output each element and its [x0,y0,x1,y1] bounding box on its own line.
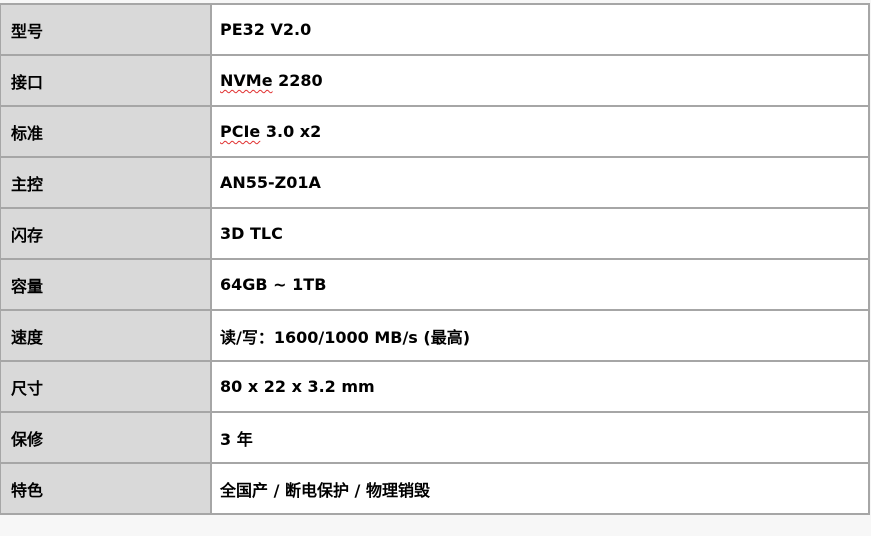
table-row: 特色 全国产 / 断电保护 / 物理销毁 [0,462,870,515]
spec-value: 3 年 [210,411,870,464]
spec-value: PCIe 3.0 x2 [210,105,870,158]
table-row: 速度 读/写：1600/1000 MB/s (最高) [0,309,870,362]
table-row: 尺寸 80 x 22 x 3.2 mm [0,360,870,413]
table-row: 接口 NVMe 2280 [0,54,870,107]
spellcheck-marked-text[interactable]: NVMe [220,71,273,90]
spec-table: 型号 PE32 V2.0 接口 NVMe 2280 标准 PCIe 3.0 x2 主控… [0,3,870,515]
spec-value: PE32 V2.0 [210,3,870,56]
spec-label: 速度 [0,309,212,362]
spec-value: 全国产 / 断电保护 / 物理销毁 [210,462,870,515]
spec-value: NVMe 2280 [210,54,870,107]
spec-label: 闪存 [0,207,212,260]
spec-value: 64GB ~ 1TB [210,258,870,311]
spec-value-rest: 2280 [272,71,323,90]
spec-label: 容量 [0,258,212,311]
spellcheck-marked-text[interactable]: PCIe [220,122,261,141]
table-row: 保修 3 年 [0,411,870,464]
spec-value: 读/写：1600/1000 MB/s (最高) [210,309,870,362]
spec-value-rest: 3.0 x2 [260,122,322,141]
table-row: 型号 PE32 V2.0 [0,3,870,56]
spec-label: 接口 [0,54,212,107]
table-row: 主控 AN55-Z01A [0,156,870,209]
spec-label: 尺寸 [0,360,212,413]
table-row: 标准 PCIe 3.0 x2 [0,105,870,158]
spec-label: 特色 [0,462,212,515]
spec-label: 标准 [0,105,212,158]
spec-value: 80 x 22 x 3.2 mm [210,360,870,413]
table-row: 闪存 3D TLC [0,207,870,260]
spec-label: 主控 [0,156,212,209]
spec-label: 型号 [0,3,212,56]
table-row: 容量 64GB ~ 1TB [0,258,870,311]
spec-value: AN55-Z01A [210,156,870,209]
spec-label: 保修 [0,411,212,464]
spec-value: 3D TLC [210,207,870,260]
